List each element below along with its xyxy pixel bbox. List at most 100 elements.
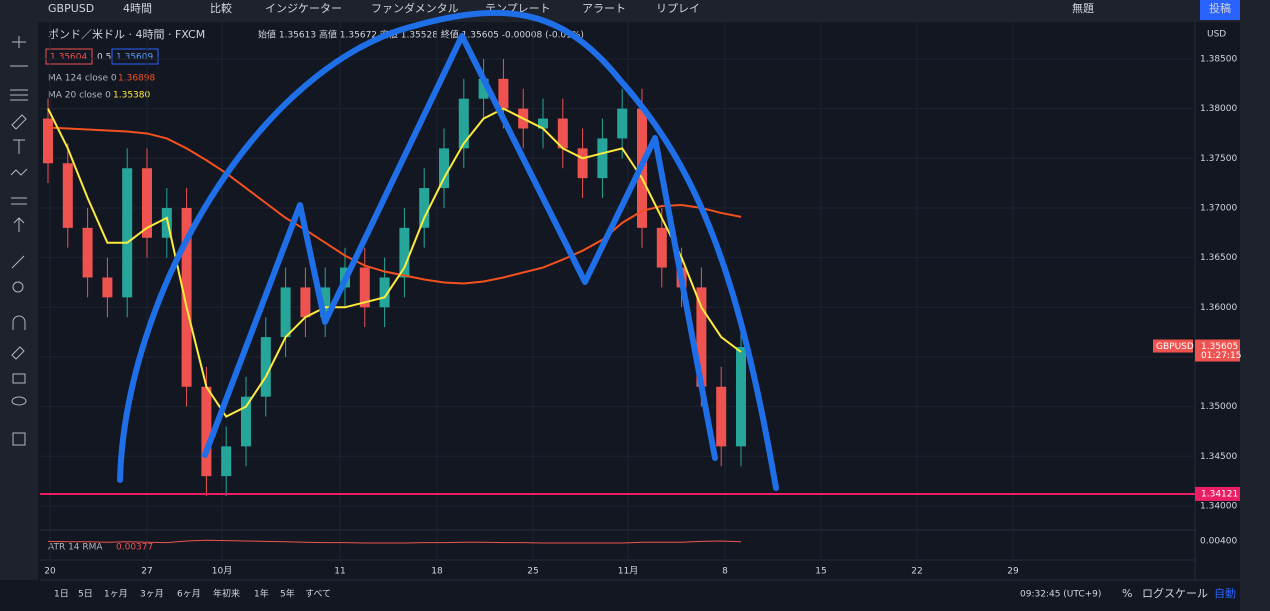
candle-body: [439, 148, 449, 189]
atr-line: [47, 539, 742, 544]
candle-body: [300, 287, 311, 318]
x-tick-label: 10月: [212, 566, 232, 577]
x-tick-label: 29: [1007, 567, 1019, 577]
x-tick-label: 25: [527, 567, 538, 577]
legend-ohlc: 始値 1.35613 高値 1.35672 安値 1.35528 終値 1.35…: [258, 29, 584, 41]
countdown: 01:27:15: [1201, 351, 1241, 361]
candle-body: [716, 386, 727, 447]
y-tick-label: 1.38500: [1200, 54, 1237, 64]
candle-body: [498, 78, 509, 109]
clock: 09:32:45 (UTC+9): [1020, 590, 1101, 600]
toolbar-item[interactable]: インジケーター: [265, 2, 342, 15]
candle-body: [62, 163, 73, 228]
toolbar-item[interactable]: ファンダメンタル: [371, 1, 459, 15]
toolbar: GBPUSD 4時間 比較 インジケーター ファンダメンタル テンプレート アラ…: [48, 0, 1240, 20]
x-tick-label: 27: [141, 567, 152, 577]
ask-box[interactable]: [111, 48, 159, 65]
candle-body: [617, 108, 628, 139]
x-tick-label: 15: [815, 567, 826, 577]
candle-body: [538, 118, 548, 129]
candle-body: [419, 188, 430, 228]
bottom-bar-items: 09:32:45 (UTC+9) % ログスケール 自動: [1020, 586, 1236, 600]
candle-body: [656, 227, 667, 268]
percent[interactable]: %: [1122, 587, 1132, 600]
range-button[interactable]: 5日: [78, 589, 93, 600]
atr-value: 0.00377: [116, 543, 153, 553]
range-button[interactable]: 6ヶ月: [177, 589, 201, 600]
candle-body: [221, 446, 232, 477]
range-button[interactable]: 3ヶ月: [140, 589, 164, 600]
bottom-bar: [0, 580, 1240, 611]
bid-box[interactable]: [45, 48, 93, 65]
candle-body: [280, 287, 291, 338]
y-tick-label: 1.34500: [1200, 452, 1237, 462]
candle-body: [399, 227, 410, 278]
publish-label[interactable]: 投稿: [1209, 1, 1231, 15]
toolbar-item[interactable]: アラート: [582, 2, 626, 15]
candle-body: [181, 207, 192, 387]
layout-name[interactable]: 無題: [1072, 1, 1094, 15]
interval[interactable]: 4時間: [123, 2, 152, 15]
candle-body: [557, 118, 568, 149]
ma-label: MA 124 close 0: [48, 74, 117, 84]
publish-button[interactable]: [1200, 0, 1240, 20]
candle-body: [478, 78, 489, 99]
range-button[interactable]: すべて: [305, 589, 331, 600]
top-bar: [0, 0, 1270, 22]
toolbar-item[interactable]: リプレイ: [656, 2, 700, 15]
last-price: 1.35605: [1201, 342, 1238, 352]
price-tag: [1195, 486, 1240, 501]
atr-label: ATR 14 RMA: [48, 543, 103, 553]
ma-value: 1.36898: [118, 74, 155, 84]
y-tick-label: 1.36500: [1200, 253, 1237, 263]
range-button[interactable]: 1ヶ月: [104, 589, 128, 600]
right-sidebar: [1240, 0, 1270, 611]
x-tick-label: 18: [431, 567, 443, 577]
x-tick-label: 22: [911, 567, 922, 577]
candle-body: [577, 148, 588, 179]
y-tick-label: 1.36000: [1200, 303, 1237, 313]
toolbar-item[interactable]: 比較: [210, 1, 232, 15]
y-tick-label: 1.34000: [1200, 501, 1237, 511]
log-scale[interactable]: ログスケール: [1142, 586, 1208, 600]
symbol[interactable]: GBPUSD: [48, 2, 94, 15]
ma20-line: [47, 107, 742, 418]
symbol-tag-label: GBPUSD: [1156, 342, 1194, 352]
candle-body: [161, 207, 172, 238]
candle-body: [260, 337, 271, 397]
y-tick-label: 1.37000: [1200, 203, 1237, 213]
candle-body: [102, 277, 113, 298]
symbol-tag: [1153, 339, 1193, 353]
spread: 0.5: [97, 53, 111, 63]
x-tick-label: 11月: [618, 566, 638, 577]
y-tick-label: 1.35000: [1200, 402, 1237, 412]
candle-body: [359, 267, 370, 308]
candle-body: [82, 227, 93, 278]
y-tick-label: 1.37500: [1200, 154, 1237, 164]
x-tick-label: 20: [44, 567, 56, 577]
x-tick-label: 11: [334, 567, 345, 577]
auto-scale[interactable]: 自動: [1214, 586, 1236, 600]
currency[interactable]: USD: [1207, 30, 1226, 40]
range-button[interactable]: 年初来: [213, 588, 240, 600]
tool-icons: [10, 36, 28, 446]
ma124-line: [47, 126, 742, 285]
candle-body: [241, 396, 251, 447]
ask: 1.35609: [116, 53, 153, 63]
range-button[interactable]: 1年: [254, 588, 269, 600]
candle-body: [122, 168, 133, 298]
range-button[interactable]: 1日: [54, 589, 69, 600]
atr-tick-label: 0.00400: [1200, 537, 1237, 547]
candle-body: [696, 287, 707, 387]
hand-drawing: [117, 9, 779, 491]
range-button[interactable]: 5年: [280, 588, 295, 600]
candle-body: [43, 118, 53, 164]
legend: ポンド／米ドル · 4時間 · FXCM 始値 1.35613 高値 1.356…: [45, 28, 1226, 553]
candle-body: [320, 287, 331, 318]
x-tick-label: 8: [722, 567, 728, 577]
price-tag-label: 1.34121: [1201, 489, 1238, 499]
candle-body: [458, 98, 469, 149]
candle-body: [379, 277, 390, 308]
bid: 1.35604: [50, 53, 87, 63]
